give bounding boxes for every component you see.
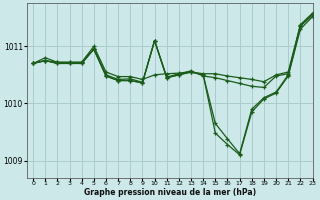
X-axis label: Graphe pression niveau de la mer (hPa): Graphe pression niveau de la mer (hPa) xyxy=(84,188,256,197)
